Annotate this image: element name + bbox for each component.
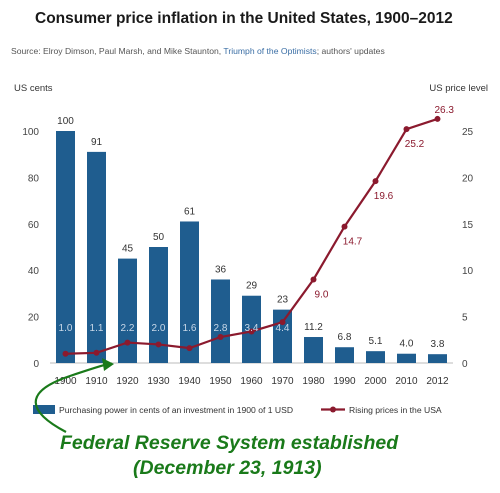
bar-value-label: 11.2 bbox=[304, 322, 323, 333]
line-value-label: 4.4 bbox=[276, 323, 290, 334]
x-tick-label: 2012 bbox=[426, 376, 449, 387]
bar bbox=[118, 258, 137, 363]
price-level-point bbox=[217, 334, 224, 341]
price-level-point bbox=[341, 223, 348, 230]
legend-label-line: Rising prices in the USA bbox=[349, 405, 442, 415]
line-value-label: 26.3 bbox=[435, 105, 455, 116]
bar bbox=[366, 351, 385, 363]
bar bbox=[149, 247, 168, 363]
annotation-arrow-shaft bbox=[34, 362, 113, 433]
price-level-point bbox=[155, 341, 162, 348]
y-right-tick-label: 5 bbox=[462, 313, 468, 324]
line-value-label: 1.0 bbox=[59, 323, 73, 334]
bar bbox=[273, 309, 292, 363]
line-series bbox=[62, 115, 441, 357]
bar-value-label: 6.8 bbox=[338, 332, 352, 343]
y-right-tick-label: 15 bbox=[462, 220, 474, 231]
source-book-link[interactable]: Triumph of the Optimists bbox=[223, 46, 317, 56]
bar-value-label: 23 bbox=[277, 295, 289, 306]
bar-value-label: 91 bbox=[91, 137, 103, 148]
line-value-label: 19.6 bbox=[374, 191, 394, 202]
line-value-label: 1.1 bbox=[90, 323, 104, 334]
bar bbox=[87, 151, 106, 363]
x-tick-label: 2010 bbox=[395, 376, 418, 387]
legend-swatch-marker bbox=[330, 406, 336, 413]
bar-value-label: 36 bbox=[215, 264, 227, 275]
line-value-label: 25.2 bbox=[405, 139, 425, 150]
bar-value-label: 50 bbox=[153, 232, 165, 243]
x-tick-label: 1990 bbox=[333, 376, 356, 387]
legend: Purchasing power in cents of an investme… bbox=[33, 405, 442, 415]
x-tick-label: 1900 bbox=[54, 376, 77, 387]
y-right-tick-label: 10 bbox=[462, 266, 474, 277]
bar bbox=[428, 354, 447, 363]
bar bbox=[56, 131, 75, 363]
annotation-line-1: Federal Reserve System established bbox=[60, 432, 399, 454]
y-left-tick-label: 20 bbox=[28, 313, 40, 324]
x-tick-label: 1930 bbox=[147, 376, 170, 387]
x-tick-label: 1970 bbox=[271, 376, 294, 387]
bar bbox=[304, 337, 323, 363]
x-tick-label: 1960 bbox=[240, 376, 263, 387]
y-left-axis-label: US cents bbox=[14, 83, 53, 94]
bar-value-label: 61 bbox=[184, 206, 196, 217]
price-level-point bbox=[434, 115, 441, 122]
line-value-label: 2.2 bbox=[121, 323, 135, 334]
bar-value-label: 5.1 bbox=[369, 336, 383, 347]
price-level-point bbox=[186, 345, 193, 352]
line-value-label: 14.7 bbox=[343, 237, 363, 248]
bar bbox=[335, 347, 354, 363]
x-tick-label: 1940 bbox=[178, 376, 201, 387]
price-level-point bbox=[93, 349, 100, 356]
legend-label-bars: Purchasing power in cents of an investme… bbox=[59, 405, 293, 415]
bar-value-label: 4.0 bbox=[400, 339, 414, 350]
annotation-arrow-head bbox=[102, 358, 114, 371]
price-level-point bbox=[372, 178, 379, 185]
x-tick-label: 1920 bbox=[116, 376, 139, 387]
y-right-tick-label: 25 bbox=[462, 127, 474, 138]
price-level-point bbox=[62, 350, 69, 357]
bar-value-label: 3.8 bbox=[431, 339, 445, 350]
bar bbox=[180, 221, 199, 363]
bar-value-label: 45 bbox=[122, 244, 134, 255]
source-prefix: Source: Elroy Dimson, Paul Marsh, and Mi… bbox=[11, 46, 224, 56]
bar bbox=[211, 279, 230, 363]
y-right-tick-label: 20 bbox=[462, 173, 474, 184]
y-left-tick-label: 40 bbox=[28, 266, 40, 277]
y-left-tick-label: 0 bbox=[33, 359, 39, 370]
axes: US cents US price level 0 20 40 60 80 100 0 5 10 15… bbox=[14, 83, 488, 387]
line-value-label: 1.6 bbox=[183, 323, 197, 334]
source-suffix: ; authors' updates bbox=[316, 46, 385, 56]
data-labels: 100 91 45 50 61 36 29 23 11.2 6.8 5.1 4.0 3.8 1.0 1.1 2… bbox=[57, 105, 454, 350]
price-level-point bbox=[124, 339, 131, 346]
price-level-point bbox=[248, 328, 255, 335]
x-tick-label: 1950 bbox=[209, 376, 232, 387]
y-right-tick-label: 0 bbox=[462, 359, 468, 370]
y-left-tick-label: 100 bbox=[22, 127, 39, 138]
x-tick-label: 1910 bbox=[85, 376, 108, 387]
annotation-line-2: (December 23, 1913) bbox=[133, 457, 322, 479]
bar-value-label: 100 bbox=[57, 116, 74, 127]
bar-value-label: 29 bbox=[246, 281, 258, 292]
chart-title: Consumer price inflation in the United S… bbox=[35, 10, 453, 27]
x-tick-label: 1980 bbox=[302, 376, 325, 387]
price-level-point bbox=[310, 276, 317, 283]
line-value-label: 2.0 bbox=[152, 323, 166, 334]
y-left-tick-label: 60 bbox=[28, 220, 40, 231]
source-note: Source: Elroy Dimson, Paul Marsh, and Mi… bbox=[11, 46, 385, 56]
legend-swatch-bars bbox=[33, 405, 55, 414]
x-tick-label: 2000 bbox=[364, 376, 387, 387]
line-value-label: 9.0 bbox=[315, 289, 329, 300]
y-left-tick-label: 80 bbox=[28, 173, 40, 184]
annotation-arrow bbox=[34, 358, 114, 433]
line-value-label: 2.8 bbox=[214, 323, 228, 334]
price-level-point bbox=[279, 319, 286, 326]
line-value-label: 3.4 bbox=[245, 323, 259, 334]
y-right-axis-label: US price level bbox=[429, 83, 488, 94]
bar bbox=[397, 353, 416, 363]
price-level-point bbox=[403, 126, 410, 133]
